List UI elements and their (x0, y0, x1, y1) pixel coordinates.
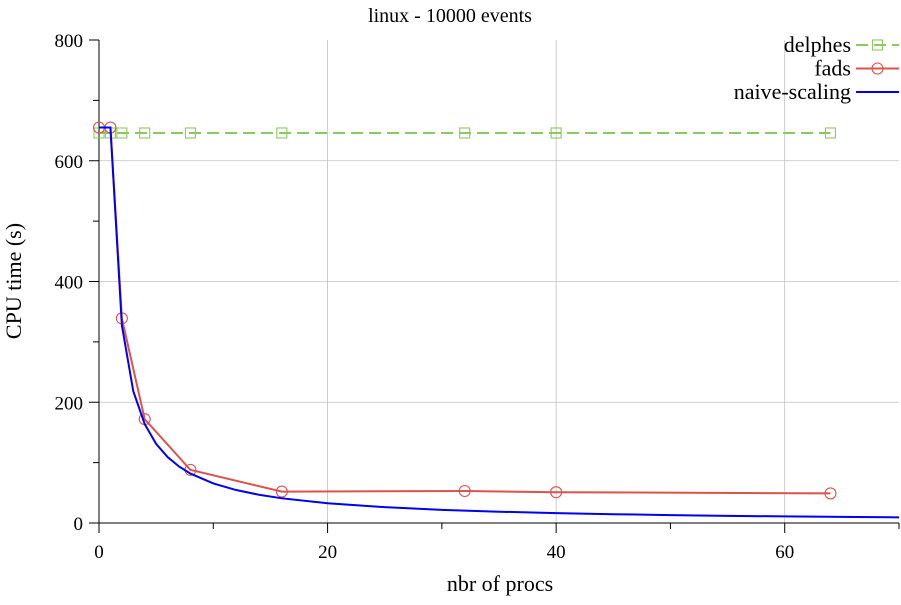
x-tick-label: 40 (547, 542, 566, 563)
series-line-naive-scaling (99, 126, 900, 519)
grid-lines (99, 40, 899, 523)
legend-label-delphes: delphes (784, 32, 851, 57)
legend-item-naive-scaling: naive-scaling (734, 79, 899, 104)
data-point-delphes (459, 127, 471, 139)
series-layer (92, 121, 900, 519)
legend-item-fads: fads (814, 56, 899, 81)
legend-marker-delphes (871, 39, 884, 51)
chart-title: linux - 10000 events (368, 5, 532, 27)
data-point-delphes (116, 127, 128, 139)
legend-item-delphes: delphes (784, 32, 899, 57)
series-fads (92, 121, 837, 500)
axes (89, 39, 900, 533)
x-axis-label: nbr of procs (447, 571, 553, 596)
x-tick-label: 60 (775, 542, 794, 563)
data-point-delphes (139, 127, 151, 139)
data-point-delphes (276, 127, 288, 139)
data-point-fads (824, 487, 837, 500)
data-point-fads (458, 484, 471, 498)
y-tick-label: 800 (55, 31, 84, 52)
y-tick-label: 600 (55, 152, 84, 173)
x-tick-label: 20 (318, 542, 337, 563)
series-delphes (93, 127, 836, 139)
y-tick-label: 0 (74, 514, 84, 535)
data-point-delphes (824, 127, 836, 139)
y-tick-label: 200 (55, 393, 84, 414)
y-tick-label: 400 (55, 273, 84, 294)
legend-marker-fads (871, 62, 884, 75)
series-naive-scaling (99, 126, 900, 519)
data-point-fads (275, 485, 288, 498)
legend-label-naive-scaling: naive-scaling (734, 79, 851, 104)
data-point-delphes (550, 127, 562, 139)
data-point-delphes (184, 127, 196, 139)
y-axis-label: CPU time (s) (1, 223, 26, 339)
data-point-fads (550, 486, 563, 499)
legend-label-fads: fads (814, 56, 851, 81)
x-tick-label: 0 (94, 542, 104, 563)
series-line-fads (99, 126, 831, 495)
